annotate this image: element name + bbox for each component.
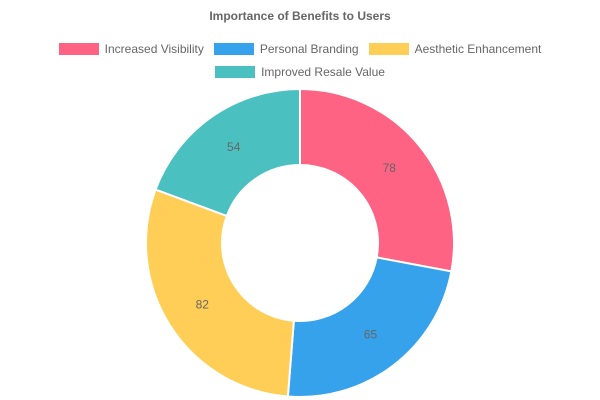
legend-row: Improved Resale Value xyxy=(0,65,600,79)
legend-swatch-aesthetic-enhancement xyxy=(368,43,409,55)
slice-improved-resale-value[interactable] xyxy=(154,87,301,218)
legend-item-increased-visibility[interactable]: Increased Visibility xyxy=(58,42,204,56)
legend-row: Increased Visibility Personal Branding A… xyxy=(0,42,600,56)
chart-title: Importance of Benefits to Users xyxy=(209,9,391,23)
value-label-improved-resale-value: 54 xyxy=(227,140,241,154)
value-label-aesthetic-enhancement: 82 xyxy=(196,298,210,312)
legend-label-increased-visibility: Increased Visibility xyxy=(104,42,204,56)
value-label-personal-branding: 65 xyxy=(364,327,378,341)
slice-personal-branding[interactable] xyxy=(286,256,453,398)
legend-swatch-increased-visibility xyxy=(58,43,99,55)
legend-label-improved-resale-value: Improved Resale Value xyxy=(261,65,385,79)
legend-item-improved-resale-value[interactable]: Improved Resale Value xyxy=(215,65,385,79)
legend-item-personal-branding[interactable]: Personal Branding xyxy=(213,42,359,56)
legend-item-aesthetic-enhancement[interactable]: Aesthetic Enhancement xyxy=(368,42,542,56)
value-label-increased-visibility: 78 xyxy=(383,161,397,175)
legend-label-aesthetic-enhancement: Aesthetic Enhancement xyxy=(414,42,542,56)
slice-increased-visibility[interactable] xyxy=(299,87,455,273)
legend-swatch-improved-resale-value xyxy=(215,66,256,78)
legend-label-personal-branding: Personal Branding xyxy=(259,42,359,56)
legend-swatch-personal-branding xyxy=(213,43,254,55)
slice-aesthetic-enhancement[interactable] xyxy=(145,188,295,398)
